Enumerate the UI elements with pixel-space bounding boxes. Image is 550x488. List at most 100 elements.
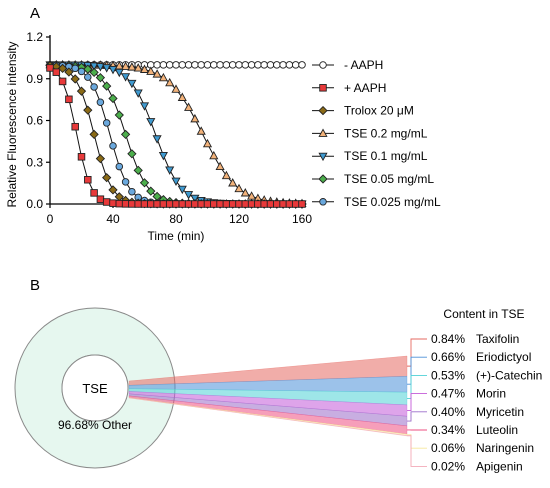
- slice-value: 0.40%: [431, 405, 465, 419]
- data-point: [147, 200, 155, 208]
- data-point: [241, 200, 250, 208]
- data-point: [247, 61, 256, 69]
- x-tick-label: 160: [292, 212, 312, 226]
- y-tick-label: 0.6: [26, 114, 43, 128]
- data-point: [158, 72, 168, 82]
- legend-entry: TSE 0.2 mg/mL: [312, 126, 428, 140]
- slice-value: 0.34%: [431, 423, 465, 437]
- data-point: [254, 200, 262, 208]
- data-point: [120, 129, 131, 140]
- data-point: [197, 200, 205, 208]
- leader-line: [407, 338, 427, 367]
- data-point: [203, 61, 212, 69]
- data-point: [52, 68, 61, 76]
- data-point: [96, 195, 105, 203]
- data-point: [102, 119, 111, 127]
- data-point: [65, 95, 73, 104]
- slice-value: 0.66%: [431, 350, 465, 364]
- data-point: [291, 200, 300, 208]
- slice-name: Naringenin: [476, 441, 534, 455]
- data-point: [159, 200, 168, 208]
- slice-value: 0.84%: [431, 332, 465, 346]
- data-point: [177, 92, 187, 101]
- data-point: [178, 200, 187, 208]
- panel-label-b: B: [30, 277, 40, 294]
- data-point: [76, 86, 87, 96]
- data-point: [109, 199, 117, 207]
- data-point: [184, 191, 194, 200]
- leader-line: [407, 411, 427, 422]
- data-point: [203, 200, 212, 208]
- data-point: [273, 61, 281, 69]
- data-point: [222, 200, 231, 208]
- legend-label: TSE 0.05 mg/mL: [344, 172, 434, 186]
- y-axis-label: Relative Fluorescence intensity: [5, 41, 19, 207]
- data-point: [172, 200, 180, 208]
- data-point: [285, 200, 294, 208]
- slice-name: Myricetin: [476, 405, 524, 419]
- series-2: [45, 61, 307, 209]
- data-point: [184, 61, 193, 69]
- y-tick-label: 0.9: [26, 72, 43, 86]
- data-point: [83, 105, 93, 115]
- data-point: [133, 165, 143, 175]
- slice-label: 0.84% Taxifolin: [407, 332, 519, 367]
- data-point: [228, 200, 237, 208]
- y-tick-label: 0.3: [26, 155, 43, 169]
- data-point: [235, 200, 243, 208]
- main-slice-label: 96.68% Other: [58, 418, 132, 432]
- data-point: [279, 61, 287, 69]
- data-point: [197, 61, 205, 69]
- x-tick-label: 0: [47, 212, 54, 226]
- data-point: [171, 177, 181, 187]
- series-1: [46, 64, 306, 208]
- data-point: [134, 200, 142, 208]
- data-point: [108, 185, 118, 195]
- slice-value: 0.53%: [431, 368, 465, 382]
- data-point: [196, 126, 206, 135]
- data-point: [133, 89, 143, 98]
- data-point: [279, 200, 287, 208]
- x-tick-label: 80: [169, 212, 183, 226]
- data-point: [241, 61, 250, 69]
- data-point: [139, 178, 150, 188]
- data-point: [152, 69, 162, 78]
- legend-entry: TSE 0.05 mg/mL: [312, 172, 434, 186]
- data-point: [298, 61, 306, 69]
- y-tick-label: 1.2: [26, 30, 43, 44]
- legend-label: TSE 0.2 mg/mL: [344, 126, 428, 140]
- donut-hole: [61, 354, 129, 422]
- data-point: [89, 129, 99, 140]
- y-tick-label: 0.0: [26, 197, 43, 211]
- legend-entry: TSE 0.1 mg/mL: [312, 149, 428, 163]
- data-point: [102, 198, 111, 206]
- data-point: [210, 200, 218, 208]
- data-point: [178, 61, 187, 69]
- data-point: [158, 152, 168, 161]
- data-point: [260, 200, 268, 208]
- data-point: [254, 61, 262, 69]
- data-point: [172, 61, 180, 69]
- data-point: [64, 67, 74, 77]
- panel-a-line-chart: 0.0 0.3 0.6 0.9 1.2 0 40 80 120 160 Time (min) Rela…: [5, 30, 441, 243]
- series-4: [45, 61, 307, 209]
- data-point: [90, 83, 98, 91]
- data-point: [139, 64, 150, 73]
- data-point: [84, 73, 92, 81]
- legend-label: + AAPH: [344, 81, 386, 95]
- data-point: [84, 175, 92, 184]
- data-point: [89, 67, 99, 78]
- data-point: [102, 81, 112, 91]
- data-point: [216, 61, 224, 69]
- data-point: [146, 118, 156, 127]
- data-point: [215, 161, 225, 171]
- data-point: [146, 66, 156, 75]
- slice-value: 0.02%: [431, 459, 465, 473]
- leader-line: [407, 393, 427, 412]
- data-point: [108, 93, 118, 104]
- data-point: [210, 61, 218, 69]
- data-point: [152, 135, 162, 144]
- data-point: [83, 64, 93, 74]
- panel-b-bar-of-pie: TSE 96.68% Other Content in TSE 0.84% Taxifo…: [14, 307, 542, 473]
- data-point: [222, 61, 231, 69]
